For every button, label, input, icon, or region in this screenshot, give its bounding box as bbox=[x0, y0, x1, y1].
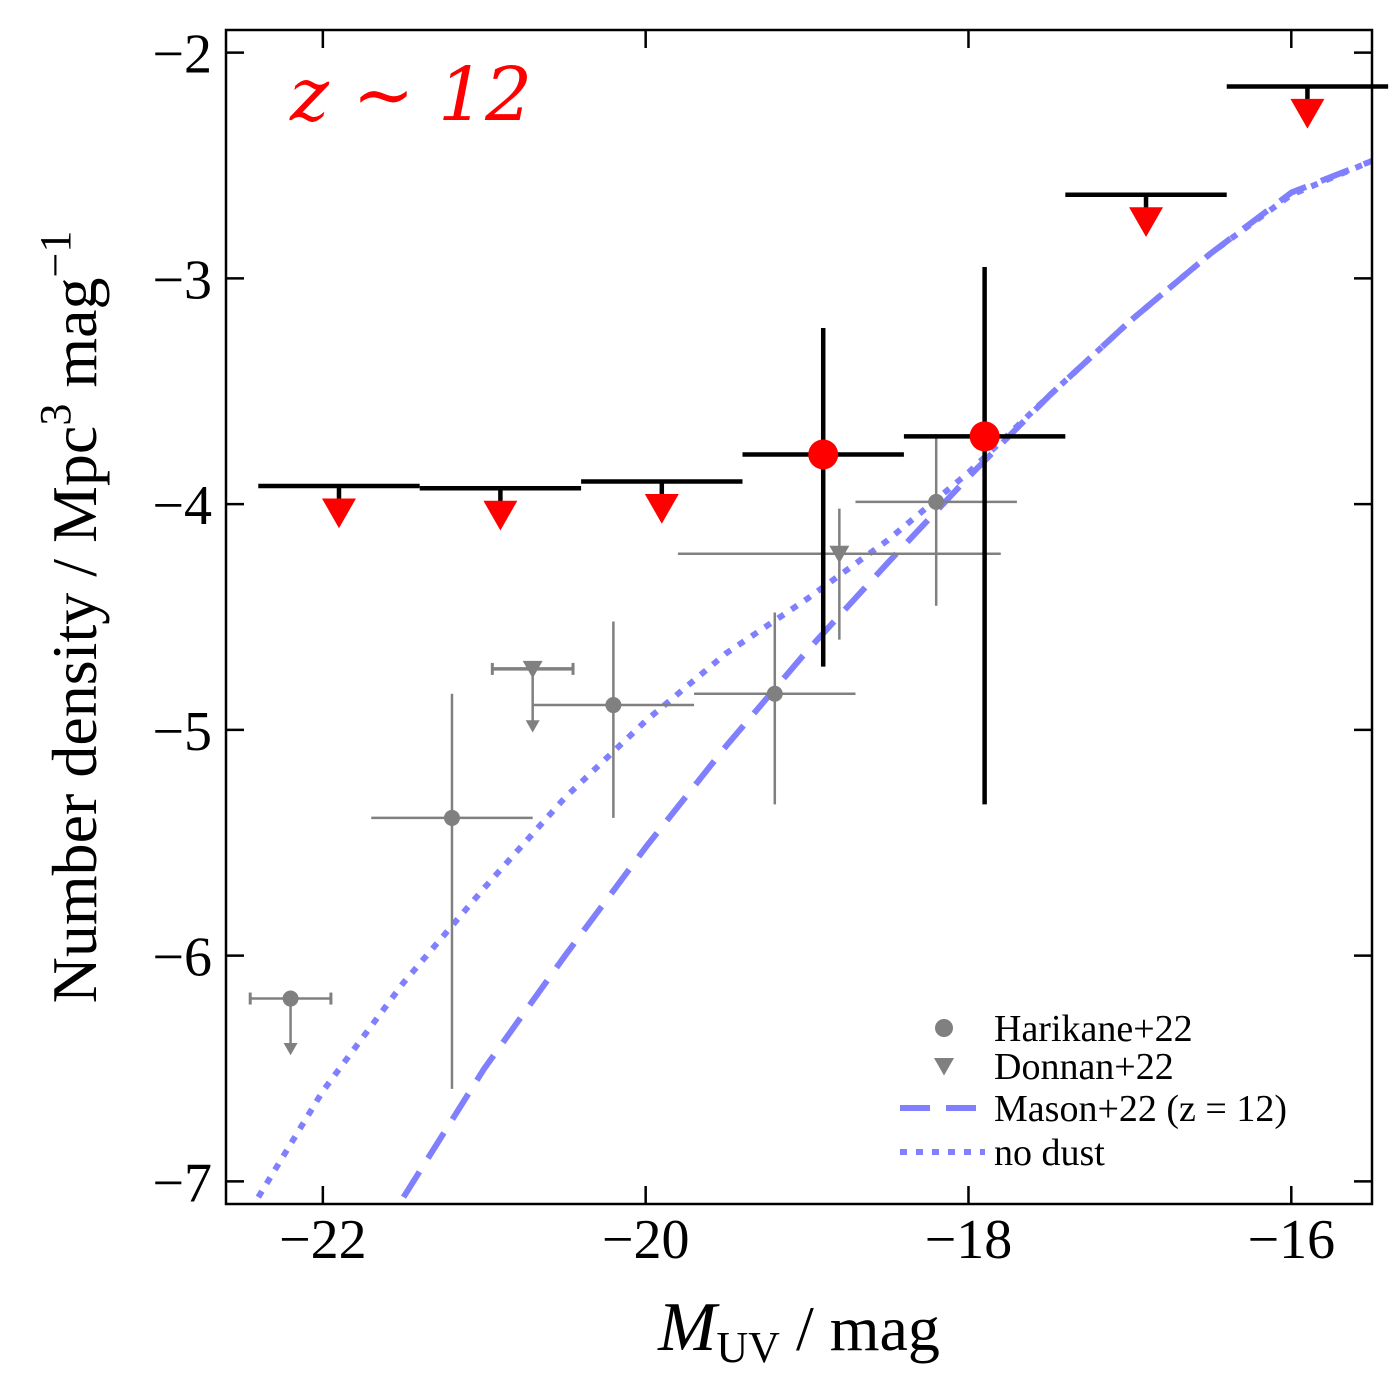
x-axis-title-sub: UV bbox=[716, 1323, 780, 1372]
harikane-point-marker bbox=[766, 685, 783, 702]
redshift-annotation: z ∼ 12 bbox=[289, 52, 532, 138]
legend-label: Mason+22 (z = 12) bbox=[994, 1088, 1287, 1130]
y-tick-label: −2 bbox=[152, 24, 212, 86]
y-tick-label: −5 bbox=[152, 701, 212, 763]
y-axis-title-mid: mag bbox=[39, 277, 110, 403]
y-tick-label: −4 bbox=[152, 475, 212, 537]
x-tick-label: −16 bbox=[1247, 1209, 1335, 1271]
legend-donnan-marker bbox=[934, 1058, 954, 1076]
x-axis-ticks: −22 −20 −18 −16 bbox=[279, 30, 1335, 1271]
y-axis-ticks: −2 −3 −4 −5 −6 −7 bbox=[152, 24, 1372, 1214]
legend-label: no dust bbox=[994, 1132, 1105, 1174]
donnan-point-marker bbox=[522, 660, 543, 679]
this-work-point-limit-marker bbox=[644, 493, 679, 524]
legend-label: Harikane+22 bbox=[994, 1008, 1193, 1050]
legend-label: Donnan+22 bbox=[994, 1046, 1174, 1088]
this-work-point-limit-marker bbox=[1290, 98, 1325, 129]
plot-frame bbox=[224, 28, 1374, 1206]
this-work-point-limit-marker bbox=[483, 500, 518, 531]
harikane-point-limit-head bbox=[283, 1042, 298, 1056]
x-axis-title-main: M bbox=[657, 1289, 720, 1366]
model-curves bbox=[255, 158, 1372, 1199]
x-axis-title-rest: / mag bbox=[780, 1293, 940, 1364]
y-tick-label: −3 bbox=[152, 249, 212, 311]
legend-harikane-marker bbox=[935, 1019, 953, 1037]
donnan-point-limit-head bbox=[525, 720, 540, 733]
no-dust-curve bbox=[255, 158, 1372, 1199]
harikane-point-marker bbox=[443, 809, 460, 826]
x-tick-label: −20 bbox=[602, 1209, 690, 1271]
y-axis-title-sup1: 3 bbox=[31, 404, 80, 426]
y-axis-title-main: Number density / Mpc bbox=[39, 426, 110, 1004]
harikane-points bbox=[248, 434, 1017, 1089]
this-work-point-marker bbox=[808, 439, 839, 470]
y-tick-label: −7 bbox=[152, 1152, 212, 1214]
this-work-point-limit-marker bbox=[321, 498, 356, 529]
donnan-points bbox=[490, 508, 1001, 733]
x-tick-label: −22 bbox=[279, 1209, 367, 1271]
this-work-point-marker bbox=[969, 421, 1000, 452]
mason-curve bbox=[400, 158, 1372, 1199]
harikane-point-marker bbox=[282, 990, 299, 1007]
y-axis-title-sup2: −1 bbox=[31, 231, 80, 278]
harikane-point-marker bbox=[928, 493, 945, 510]
donnan-point-marker bbox=[829, 545, 850, 564]
y-axis-title: Number density / Mpc3 mag−1 bbox=[31, 231, 110, 1004]
harikane-point-marker bbox=[605, 697, 622, 714]
this-work-points bbox=[258, 84, 1389, 805]
x-tick-label: −18 bbox=[925, 1209, 1013, 1271]
this-work-point-limit-marker bbox=[1129, 207, 1164, 237]
y-tick-label: −6 bbox=[152, 927, 212, 989]
x-axis-title: MUV / mag bbox=[657, 1289, 940, 1372]
